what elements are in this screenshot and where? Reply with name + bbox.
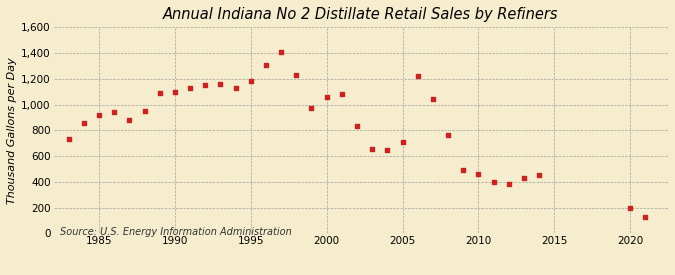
Point xyxy=(185,86,196,90)
Point xyxy=(518,176,529,180)
Point xyxy=(382,148,393,152)
Point xyxy=(124,118,135,122)
Point xyxy=(458,168,468,172)
Title: Annual Indiana No 2 Distillate Retail Sales by Refiners: Annual Indiana No 2 Distillate Retail Sa… xyxy=(163,7,558,22)
Point xyxy=(200,83,211,87)
Point xyxy=(109,110,119,114)
Point xyxy=(640,215,651,219)
Point xyxy=(139,109,150,113)
Point xyxy=(230,86,241,90)
Point xyxy=(63,137,74,142)
Point xyxy=(321,95,332,99)
Point xyxy=(427,97,438,101)
Point xyxy=(488,180,499,184)
Point xyxy=(291,73,302,77)
Point xyxy=(169,89,180,94)
Point xyxy=(246,79,256,84)
Point xyxy=(352,123,362,128)
Point xyxy=(625,206,636,210)
Point xyxy=(443,133,454,138)
Point xyxy=(155,91,165,95)
Point xyxy=(306,106,317,110)
Point xyxy=(215,82,226,86)
Point xyxy=(78,121,89,125)
Point xyxy=(261,63,271,67)
Text: Source: U.S. Energy Information Administration: Source: U.S. Energy Information Administ… xyxy=(59,227,292,237)
Point xyxy=(94,113,105,117)
Point xyxy=(504,182,514,186)
Y-axis label: Thousand Gallons per Day: Thousand Gallons per Day xyxy=(7,57,17,204)
Point xyxy=(397,140,408,144)
Point xyxy=(534,172,545,177)
Point xyxy=(473,172,484,176)
Point xyxy=(412,73,423,78)
Point xyxy=(336,92,347,97)
Point xyxy=(367,147,377,151)
Point xyxy=(275,50,286,54)
